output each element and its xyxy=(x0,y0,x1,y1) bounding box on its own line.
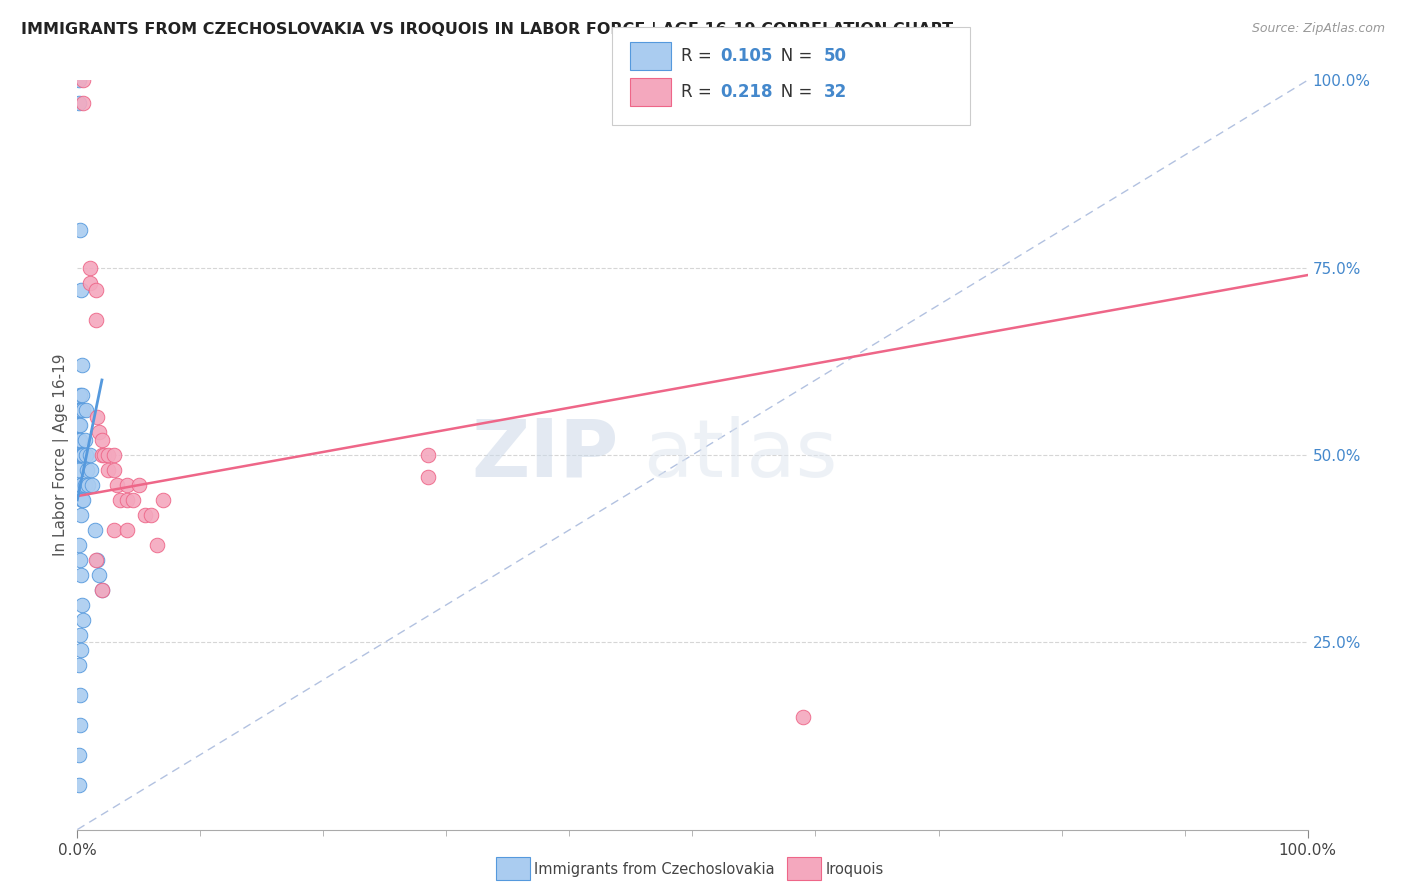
Point xyxy=(67,463,90,477)
Point xyxy=(80,463,103,477)
Point xyxy=(84,313,107,327)
Point xyxy=(69,717,91,731)
Point xyxy=(792,710,814,724)
Point xyxy=(67,95,90,110)
Point xyxy=(72,448,94,462)
Point xyxy=(70,448,93,462)
Point xyxy=(105,478,128,492)
Point xyxy=(70,567,93,582)
Point xyxy=(72,613,94,627)
Point xyxy=(67,778,90,792)
Point xyxy=(97,448,120,462)
Text: ZIP: ZIP xyxy=(471,416,619,494)
Text: atlas: atlas xyxy=(644,416,838,494)
Point xyxy=(115,492,138,507)
Point xyxy=(115,523,138,537)
Point xyxy=(86,553,108,567)
Point xyxy=(89,567,111,582)
Point xyxy=(79,260,101,275)
Text: Immigrants from Czechoslovakia: Immigrants from Czechoslovakia xyxy=(534,863,775,877)
Point xyxy=(152,492,174,507)
Point xyxy=(72,403,94,417)
Point xyxy=(84,283,107,297)
Text: 0.218: 0.218 xyxy=(720,83,772,101)
Point xyxy=(103,523,125,537)
Point xyxy=(90,433,114,447)
Text: 50: 50 xyxy=(824,47,846,65)
Point xyxy=(90,448,114,462)
Text: R =: R = xyxy=(681,47,717,65)
Point xyxy=(72,73,94,87)
Point xyxy=(70,403,93,417)
Point xyxy=(89,425,111,440)
Point xyxy=(90,582,114,597)
Text: N =: N = xyxy=(765,83,817,101)
Text: 32: 32 xyxy=(824,83,848,101)
Text: Source: ZipAtlas.com: Source: ZipAtlas.com xyxy=(1251,22,1385,36)
Point xyxy=(79,276,101,290)
Point xyxy=(69,223,91,237)
Point xyxy=(83,523,105,537)
Point xyxy=(69,388,91,402)
Point xyxy=(72,492,94,507)
Point xyxy=(134,508,156,522)
Point xyxy=(69,688,91,702)
Point xyxy=(67,747,90,762)
Point xyxy=(70,448,93,462)
Point xyxy=(70,598,93,612)
Point xyxy=(141,508,163,522)
Point xyxy=(128,478,150,492)
Point xyxy=(416,448,439,462)
Point xyxy=(67,417,90,432)
Point xyxy=(110,492,132,507)
Point xyxy=(75,403,97,417)
Point xyxy=(70,478,93,492)
Point xyxy=(416,470,439,484)
Point xyxy=(67,403,90,417)
Point xyxy=(93,448,115,462)
Text: 0.105: 0.105 xyxy=(720,47,772,65)
Point xyxy=(69,553,91,567)
Point xyxy=(76,463,98,477)
Point xyxy=(82,478,104,492)
Point xyxy=(70,358,93,372)
Point xyxy=(70,388,93,402)
Point xyxy=(115,478,138,492)
Point xyxy=(73,433,96,447)
Point xyxy=(69,403,91,417)
Point xyxy=(75,448,97,462)
Point xyxy=(69,417,91,432)
Y-axis label: In Labor Force | Age 16-19: In Labor Force | Age 16-19 xyxy=(53,353,69,557)
Point xyxy=(103,448,125,462)
Point xyxy=(121,492,143,507)
Text: N =: N = xyxy=(765,47,817,65)
Point xyxy=(86,410,108,425)
Point xyxy=(69,433,91,447)
Point xyxy=(70,508,93,522)
Point xyxy=(67,657,90,672)
Point xyxy=(70,283,93,297)
Point xyxy=(103,463,125,477)
Point xyxy=(84,553,107,567)
Point xyxy=(67,538,90,552)
Point xyxy=(70,642,93,657)
Point xyxy=(69,478,91,492)
Text: R =: R = xyxy=(681,83,717,101)
Point xyxy=(146,538,169,552)
Text: IMMIGRANTS FROM CZECHOSLOVAKIA VS IROQUOIS IN LABOR FORCE | AGE 16-19 CORRELATIO: IMMIGRANTS FROM CZECHOSLOVAKIA VS IROQUO… xyxy=(21,22,953,38)
Point xyxy=(77,478,100,492)
Point xyxy=(70,492,93,507)
Point xyxy=(67,73,90,87)
Text: Iroquois: Iroquois xyxy=(825,863,883,877)
Point xyxy=(67,448,90,462)
Point xyxy=(72,95,94,110)
Point xyxy=(69,628,91,642)
Point xyxy=(67,433,90,447)
Point xyxy=(73,478,96,492)
Point xyxy=(97,463,120,477)
Point xyxy=(90,582,114,597)
Point xyxy=(79,448,101,462)
